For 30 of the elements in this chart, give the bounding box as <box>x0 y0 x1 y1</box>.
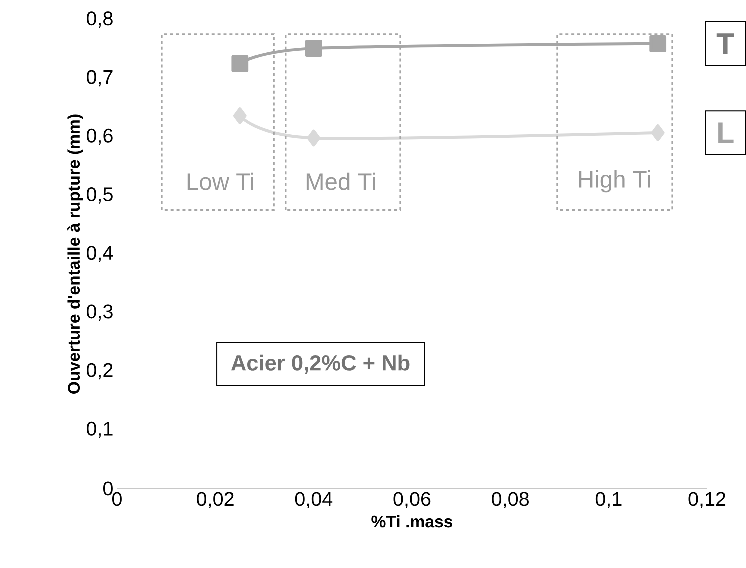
y-tick-label: 0,5 <box>86 187 113 204</box>
x-tick-label: 0,02 <box>197 492 234 508</box>
y-tick-label: 0,2 <box>86 363 113 380</box>
annotation: Med Ti <box>306 172 376 190</box>
y-tick-label: 0,8 <box>86 12 113 28</box>
point <box>233 107 247 124</box>
y-tick-label: 0,6 <box>86 128 113 146</box>
y-tick-label: 0,7 <box>86 70 113 87</box>
y-axis-title: Ouverture d'entaille à rupture (mm) <box>68 114 84 394</box>
annotation: Low Ti <box>188 172 254 190</box>
annotation: Acier 0,2%C + Nb <box>231 354 410 374</box>
annotation: High Ti <box>579 170 650 193</box>
point <box>651 124 665 142</box>
y-tick-label: 0 <box>103 482 113 496</box>
y-tick-label: 0,1 <box>86 422 113 438</box>
point <box>305 40 322 57</box>
x-tick-label: 0,12 <box>688 492 726 508</box>
x-tick-label: 0,04 <box>295 492 333 508</box>
x-tick-label: 0,06 <box>394 492 431 508</box>
x-tick-label: 0 <box>112 492 122 506</box>
point <box>232 55 249 72</box>
x-axis-title: %Ti .mass <box>372 515 453 528</box>
x-tick-label: 0,1 <box>596 492 622 508</box>
point <box>307 130 321 147</box>
x-tick-label: 0,08 <box>492 492 529 508</box>
y-tick-label: 0,3 <box>86 304 113 321</box>
y-tick-label: 0,4 <box>86 246 114 262</box>
series-label: T <box>716 34 734 54</box>
point <box>650 35 667 52</box>
series-label: L <box>718 122 734 144</box>
